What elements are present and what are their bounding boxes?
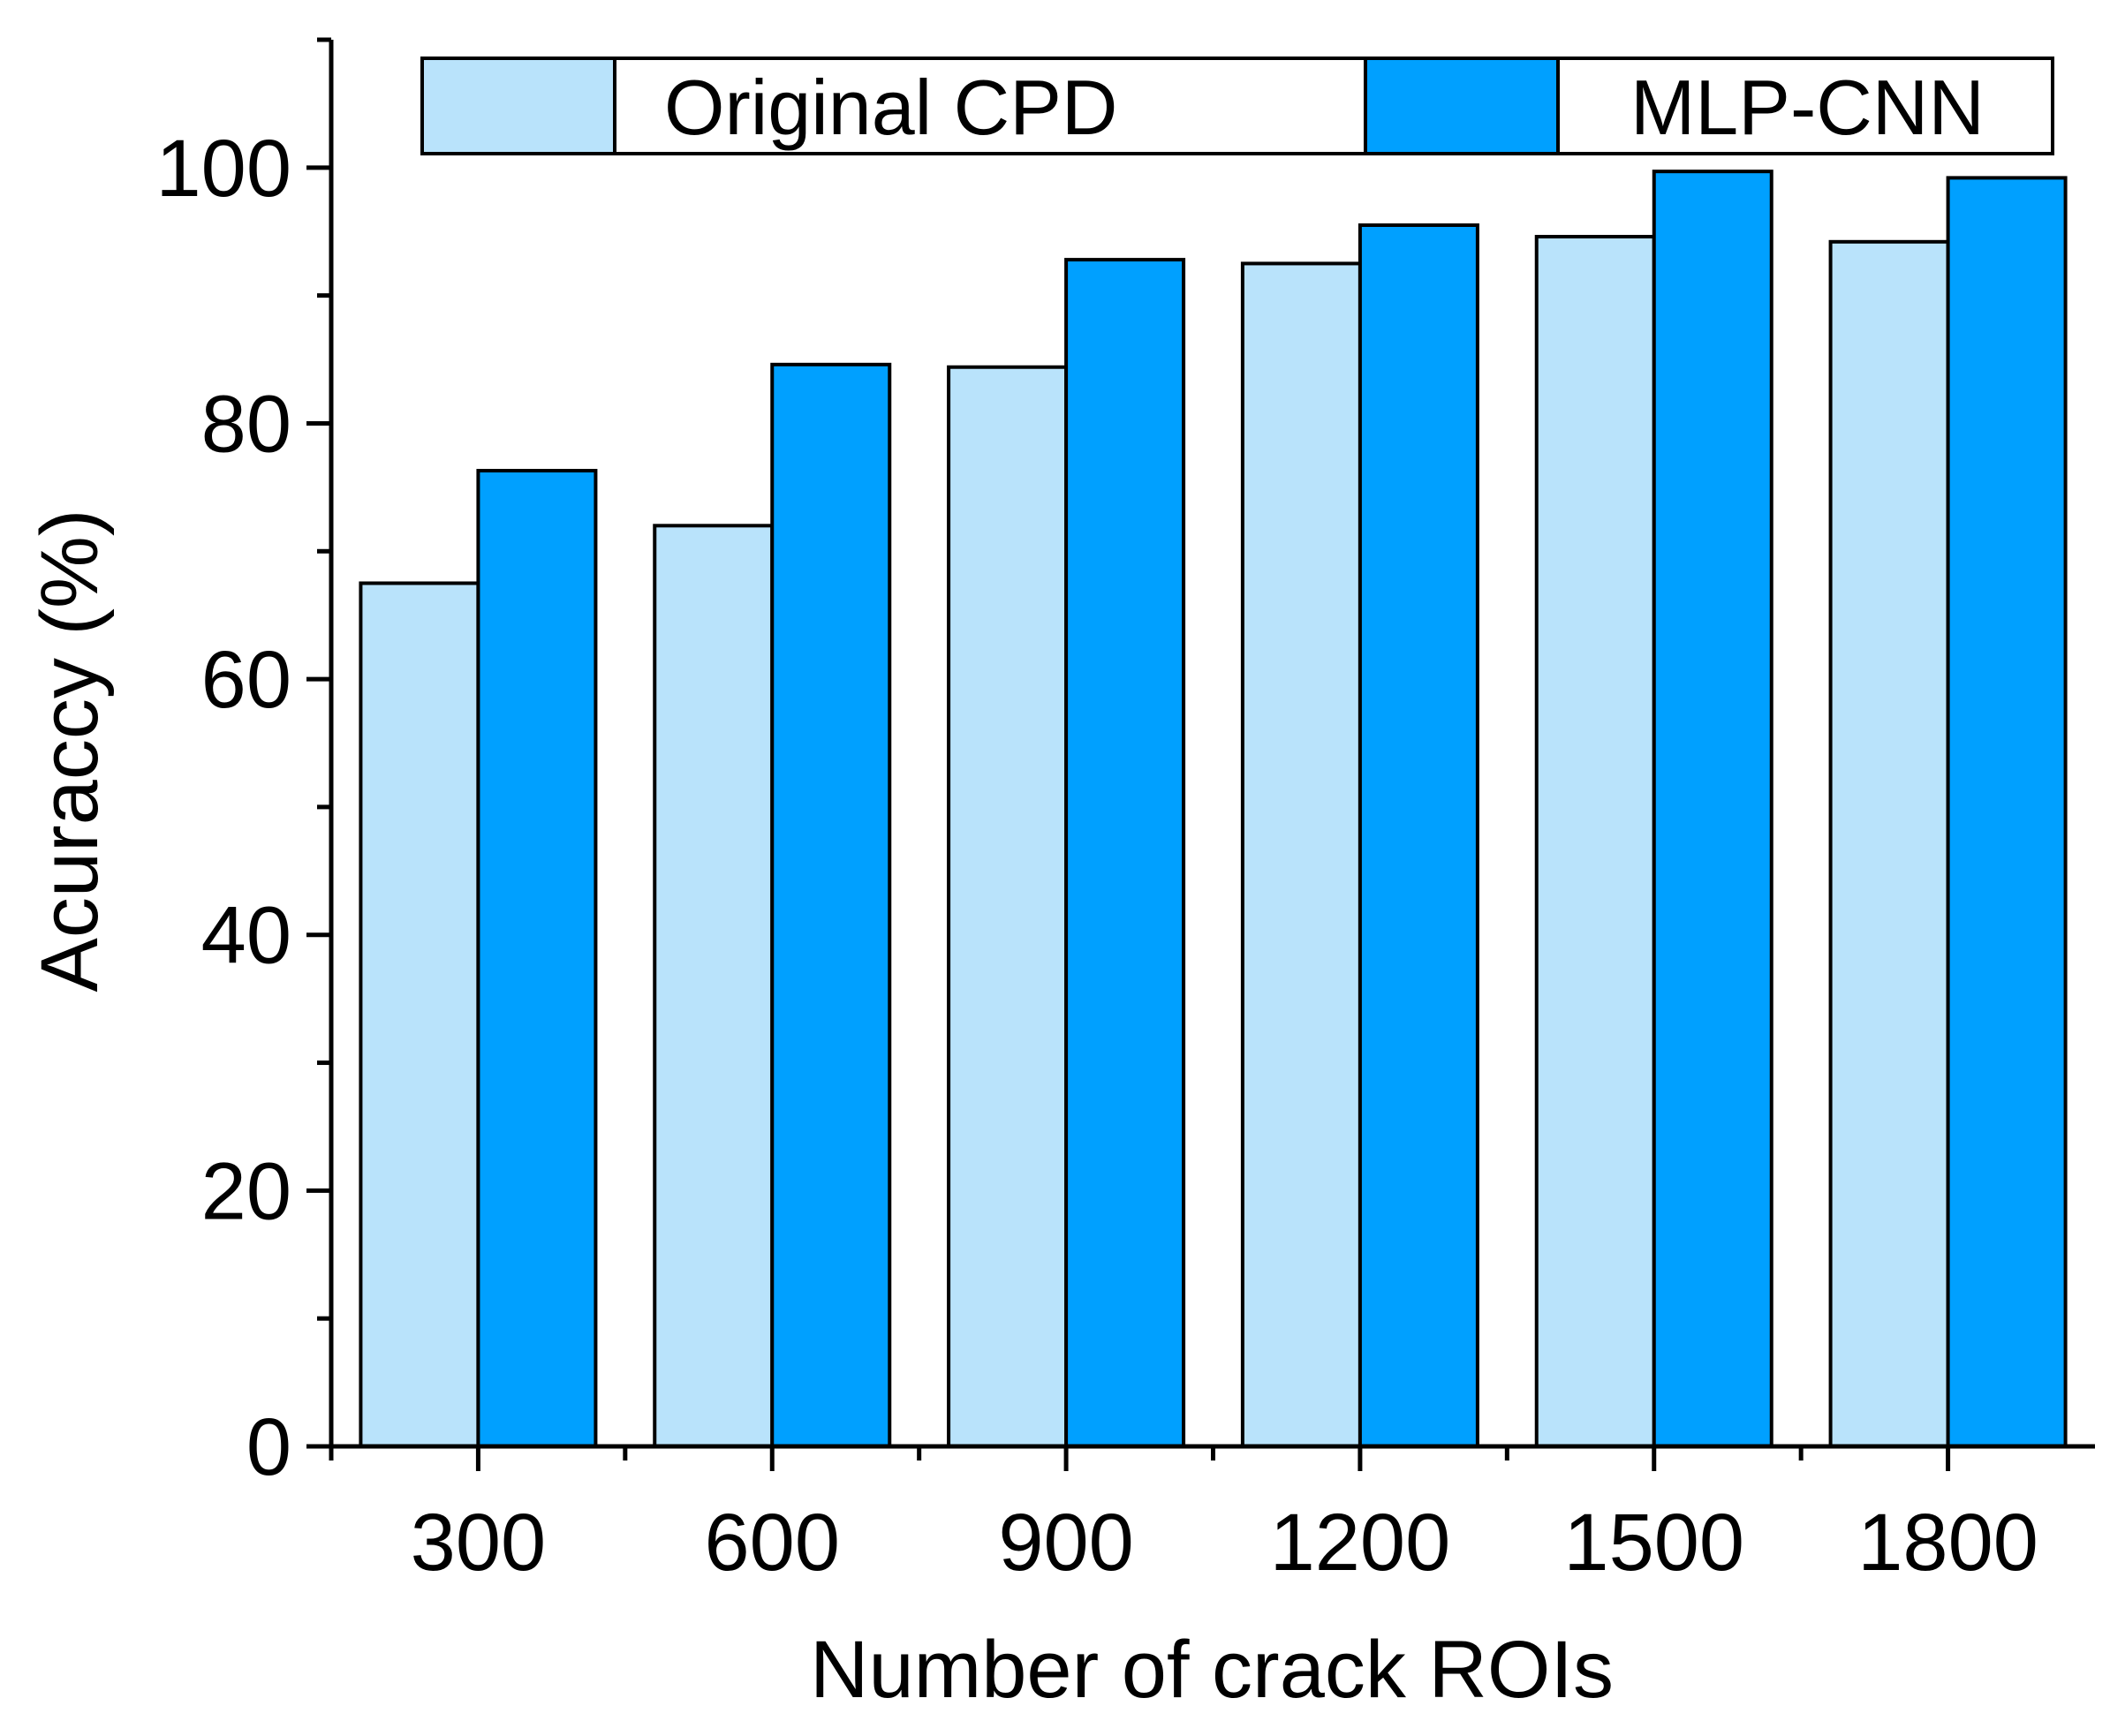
x-tick-label: 1200: [1270, 1498, 1451, 1588]
y-tick-label: 40: [201, 891, 291, 981]
x-tick-label: 900: [998, 1498, 1134, 1588]
x-ticks: 300 600 900 1200 1500 1800: [329, 1446, 2038, 1588]
bar-original-cpd-300: [359, 581, 480, 1448]
legend-frame: [420, 57, 2054, 155]
bar-original-cpd-900: [947, 365, 1069, 1449]
bar-mlp-cnn-1500: [1652, 170, 1773, 1448]
y-tick-label: 80: [201, 379, 291, 469]
x-tick-label: 300: [411, 1498, 547, 1588]
x-tick-label: 1800: [1857, 1498, 2038, 1588]
legend: Original CPD MLP-CNN: [420, 57, 2054, 155]
y-tick-label: 20: [201, 1146, 291, 1236]
bar-original-cpd-1800: [1828, 239, 1950, 1448]
y-axis-title: Acuraccy (%): [25, 509, 115, 993]
bar-mlp-cnn-600: [770, 362, 892, 1449]
x-tick-label: 600: [705, 1498, 841, 1588]
bar-mlp-cnn-1200: [1358, 223, 1479, 1449]
y-ticks: 0 20 40 60 80 100: [156, 37, 331, 1492]
bar-original-cpd-600: [653, 524, 775, 1448]
bars-layer: [359, 170, 2068, 1449]
y-tick-label: 100: [156, 124, 292, 214]
bar-mlp-cnn-900: [1064, 258, 1186, 1448]
legend-label-original-cpd: Original CPD: [664, 64, 1117, 151]
bar-mlp-cnn-300: [476, 469, 598, 1449]
legend-swatch-original-cpd: [420, 57, 616, 155]
bar-mlp-cnn-1800: [1946, 176, 2068, 1448]
bar-original-cpd-1500: [1534, 235, 1656, 1448]
legend-label-mlp-cnn: MLP-CNN: [1630, 64, 1985, 151]
bar-original-cpd-1200: [1240, 261, 1362, 1449]
y-tick-label: 60: [201, 635, 291, 725]
legend-swatch-mlp-cnn: [1364, 57, 1560, 155]
x-axis-title: Number of crack ROIs: [810, 1625, 1614, 1715]
y-tick-label: 0: [246, 1402, 291, 1492]
x-tick-label: 1500: [1563, 1498, 1744, 1588]
